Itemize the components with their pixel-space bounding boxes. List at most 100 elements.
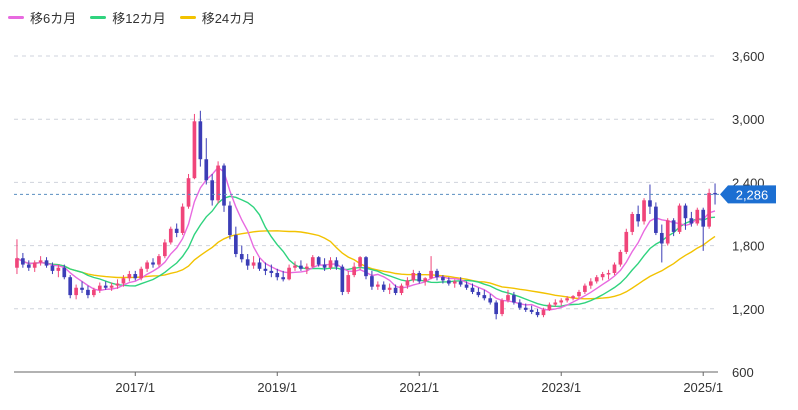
candle-body[interactable] [399, 285, 404, 293]
candle-body[interactable] [222, 165, 226, 206]
candle-body[interactable] [512, 295, 516, 303]
candle-body[interactable] [654, 206, 658, 233]
candle-body[interactable] [74, 287, 78, 296]
candle-body[interactable] [133, 274, 138, 279]
candle-body[interactable] [476, 291, 481, 296]
candle-body[interactable] [470, 287, 475, 292]
candle-body[interactable] [216, 165, 220, 201]
candle-body[interactable] [707, 192, 711, 227]
candle-body[interactable] [642, 200, 646, 222]
candle-body[interactable] [600, 274, 605, 278]
candle-body[interactable] [529, 309, 534, 312]
candle-body[interactable] [305, 266, 309, 269]
candle-body[interactable] [500, 300, 504, 315]
candle-body[interactable] [287, 267, 291, 280]
candle-body[interactable] [701, 209, 706, 227]
candle-body[interactable] [251, 262, 256, 266]
candle-body[interactable] [577, 291, 581, 297]
candle-body[interactable] [322, 264, 327, 268]
candle-body[interactable] [452, 281, 457, 284]
candle-body[interactable] [553, 302, 558, 305]
candle-body[interactable] [441, 277, 445, 281]
candle-body[interactable] [157, 256, 161, 265]
candle-body[interactable] [482, 295, 487, 299]
candle-body[interactable] [192, 121, 197, 179]
candle-body[interactable] [506, 295, 510, 301]
candle-body[interactable] [32, 262, 37, 268]
candle-body[interactable] [612, 264, 617, 273]
candle-body[interactable] [168, 228, 173, 243]
candle-body[interactable] [435, 270, 439, 278]
candle-body[interactable] [62, 267, 67, 278]
candle-body[interactable] [606, 272, 611, 275]
candle-body[interactable] [92, 289, 96, 296]
candle-body[interactable] [310, 257, 315, 267]
candle-body[interactable] [671, 220, 676, 232]
candle-body[interactable] [328, 260, 333, 268]
candle-body[interactable] [636, 214, 640, 222]
candle-body[interactable] [26, 264, 31, 268]
candle-body[interactable] [210, 180, 215, 201]
candle-body[interactable] [56, 267, 61, 271]
candle-body[interactable] [358, 257, 362, 267]
candle-body[interactable] [121, 278, 126, 284]
candle-body[interactable] [411, 272, 416, 281]
candle-body[interactable] [535, 311, 540, 316]
candle-body[interactable] [559, 300, 564, 303]
candle-body[interactable] [375, 284, 380, 287]
candle-body[interactable] [334, 260, 339, 267]
candle-body[interactable] [547, 304, 552, 310]
candle-body[interactable] [86, 289, 90, 296]
candle-body[interactable] [352, 266, 357, 276]
candle-body[interactable] [488, 298, 493, 303]
candle-body[interactable] [565, 298, 569, 301]
candle-body[interactable] [204, 159, 209, 181]
candle-body[interactable] [340, 266, 345, 292]
candle-body[interactable] [281, 277, 286, 280]
candle-body[interactable] [257, 262, 262, 269]
candle-body[interactable] [630, 214, 635, 232]
candle-body[interactable] [583, 285, 587, 292]
legend-item-ma24[interactable]: 移24カ月 [179, 8, 255, 27]
candle-body[interactable] [239, 254, 244, 260]
candle-body[interactable] [458, 281, 463, 285]
candle-body[interactable] [364, 257, 368, 277]
candle-body[interactable] [115, 283, 120, 286]
candle-body[interactable] [393, 287, 398, 293]
candle-body[interactable] [151, 262, 155, 265]
candle-body[interactable] [50, 265, 55, 271]
candle-body[interactable] [659, 232, 664, 244]
candle-body[interactable] [180, 206, 185, 233]
candle-body[interactable] [713, 192, 717, 195]
candle-body[interactable] [370, 276, 374, 287]
candle-body[interactable] [15, 258, 19, 268]
candle-body[interactable] [695, 209, 700, 224]
candle-body[interactable] [517, 302, 522, 308]
candle-body[interactable] [245, 259, 250, 266]
candle-body[interactable] [275, 272, 280, 278]
candle-body[interactable] [316, 257, 321, 265]
candle-body[interactable] [588, 281, 593, 286]
candle-body[interactable] [417, 272, 422, 282]
candle-body[interactable] [683, 205, 688, 219]
candle-body[interactable] [429, 270, 433, 279]
candle-body[interactable] [648, 200, 652, 207]
candle-body[interactable] [163, 242, 167, 257]
legend-item-ma6[interactable]: 移6カ月 [8, 8, 76, 27]
candle-body[interactable] [618, 251, 623, 265]
candle-body[interactable] [145, 262, 149, 269]
candle-body[interactable] [446, 280, 451, 284]
candle-body[interactable] [293, 265, 297, 268]
candle-body[interactable] [299, 265, 303, 269]
candle-body[interactable] [234, 235, 238, 255]
candle-body[interactable] [80, 287, 84, 290]
candle-body[interactable] [21, 258, 25, 265]
candle-body[interactable] [44, 260, 49, 266]
candle-body[interactable] [269, 270, 274, 273]
candle-body[interactable] [103, 285, 108, 288]
candle-body[interactable] [263, 268, 268, 271]
candle-body[interactable] [523, 307, 528, 310]
candle-body[interactable] [423, 278, 427, 282]
candle-body[interactable] [228, 205, 232, 236]
candle-body[interactable] [677, 205, 682, 232]
